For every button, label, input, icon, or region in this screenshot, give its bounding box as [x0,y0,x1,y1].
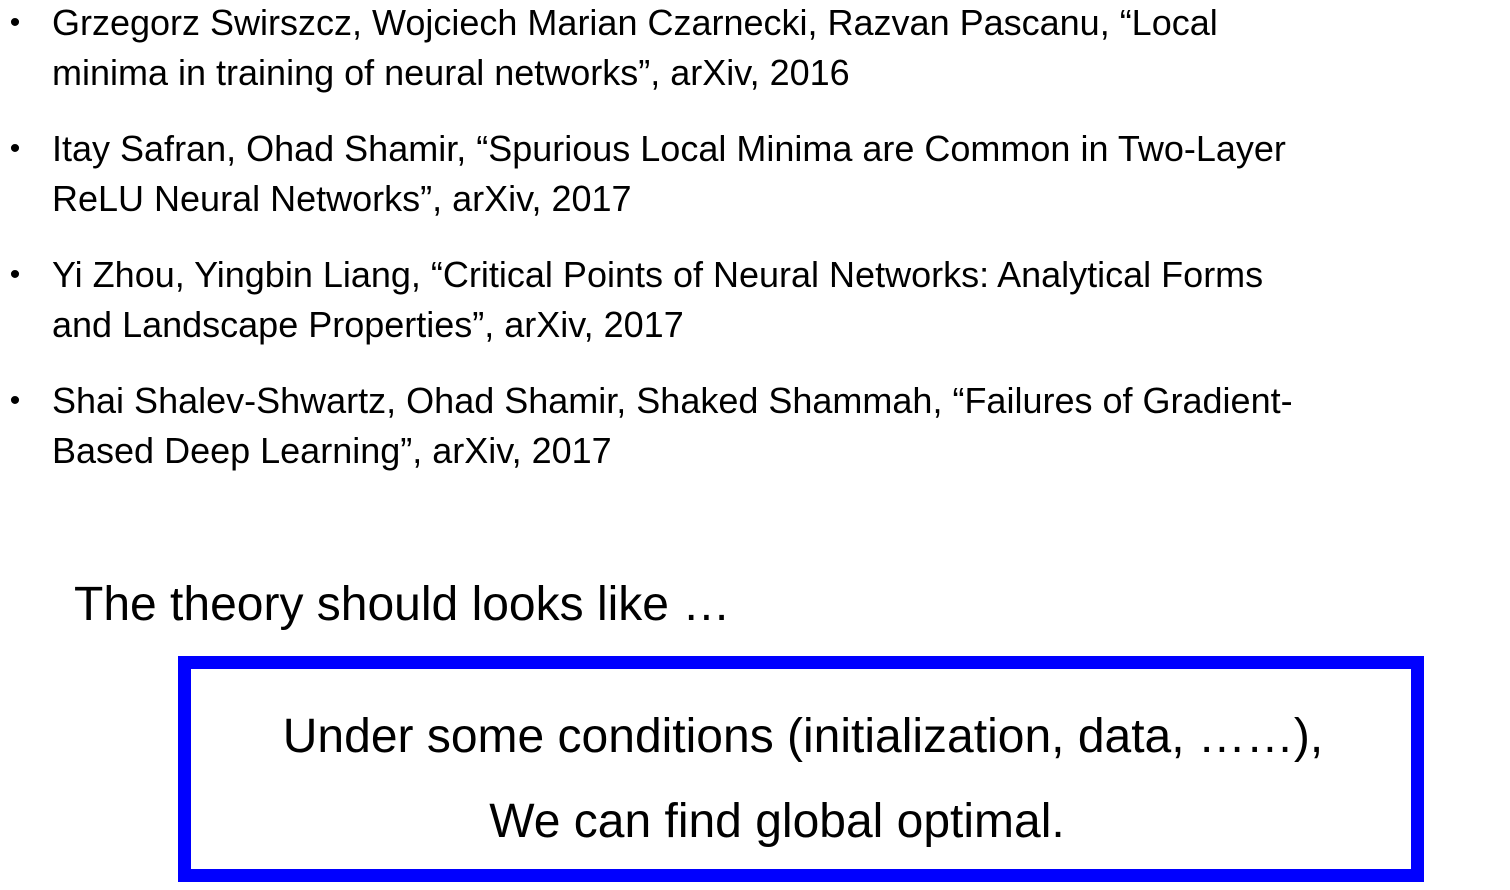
reference-item: • Shai Shalev-Shwartz, Ohad Shamir, Shak… [0,378,1510,480]
conclusion-box: Under some conditions (initialization, d… [178,656,1424,882]
conclusion-line-1: Under some conditions (initialization, d… [282,710,1324,763]
reference-line-2: ReLU Neural Networks”, arXiv, 2017 [52,178,632,219]
reference-item: • Grzegorz Swirszcz, Wojciech Marian Cza… [0,0,1510,102]
reference-line-2: and Landscape Properties”, arXiv, 2017 [52,304,684,345]
reference-line-2: minima in training of neural networks”, … [52,52,850,93]
reference-line-1: Yi Zhou, Yingbin Liang, “Critical Points… [52,254,1264,295]
reference-item: • Yi Zhou, Yingbin Liang, “Critical Poin… [0,252,1510,354]
bullet-icon: • [9,384,21,417]
reference-item: • Itay Safran, Ohad Shamir, “Spurious Lo… [0,126,1510,228]
bullet-icon: • [9,6,21,39]
bullet-icon: • [9,132,21,165]
theory-heading: The theory should looks like … [74,578,731,631]
conclusion-line-2: We can find global optimal. [489,795,1065,848]
reference-line-2: Based Deep Learning”, arXiv, 2017 [52,430,612,471]
reference-line-1: Grzegorz Swirszcz, Wojciech Marian Czarn… [52,2,1218,43]
reference-line-1: Shai Shalev-Shwartz, Ohad Shamir, Shaked… [52,380,1293,421]
bullet-icon: • [9,258,21,291]
reference-line-1: Itay Safran, Ohad Shamir, “Spurious Loca… [52,128,1286,169]
